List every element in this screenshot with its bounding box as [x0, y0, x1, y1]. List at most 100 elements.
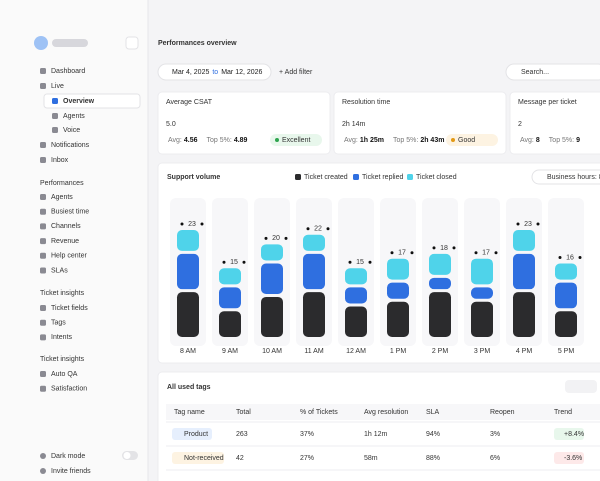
legend-swatch: [353, 174, 359, 180]
total-dot: [494, 251, 498, 255]
page-title: Performances overview: [158, 40, 237, 47]
collapse-button[interactable]: [125, 36, 139, 50]
bar-segment: [387, 301, 409, 337]
nav-item[interactable]: Satisfaction: [51, 386, 87, 393]
total-dot: [284, 236, 288, 240]
metric-value: 2: [518, 121, 522, 128]
tag-name: Product: [184, 431, 208, 438]
legend-swatch: [295, 174, 301, 180]
bar-segment: [219, 268, 241, 285]
metric-value: 5.0: [166, 121, 176, 128]
business-hours-text: Business hours: 8: [547, 174, 600, 181]
nav-icon: [40, 319, 46, 326]
bar-segment: [219, 287, 241, 309]
total-dot: [474, 251, 478, 255]
total-label: 17: [398, 250, 406, 257]
total-dot: [180, 222, 184, 226]
bar-segment: [471, 301, 493, 337]
nav-item[interactable]: Auto QA: [51, 371, 78, 378]
nav-item[interactable]: Dashboard: [51, 68, 85, 75]
search-placeholder: Search...: [521, 69, 549, 76]
metric-compare-part: Avg:: [168, 137, 182, 144]
view-toggle[interactable]: [565, 380, 597, 393]
nav-item[interactable]: SLAs: [51, 267, 68, 274]
table-cell: 37%: [300, 431, 314, 438]
date-range: Mar 4, 2025 to Mar 12, 2026: [172, 69, 263, 76]
x-tick-label: 5 PM: [558, 348, 575, 355]
total-dot: [452, 246, 456, 250]
badge: [446, 134, 498, 146]
table-cell: 3%: [490, 431, 500, 438]
nav-icon: [40, 252, 46, 259]
bar-segment: [345, 306, 367, 337]
nav-item[interactable]: Ticket fields: [51, 305, 88, 312]
nav-icon: [40, 83, 46, 89]
bar-segment: [261, 263, 283, 294]
metric-compare-part: Top 5%:: [207, 137, 232, 144]
bar-segment: [429, 253, 451, 275]
total-dot: [432, 246, 436, 250]
toggle-knob: [123, 452, 131, 459]
bar-segment: [513, 230, 535, 251]
bar-segment: [387, 258, 409, 280]
total-label: 16: [566, 254, 574, 261]
bar-segment: [513, 292, 535, 337]
column-header: Tag name: [174, 409, 205, 416]
trend-value: -3.6%: [564, 455, 582, 462]
column-header: Trend: [554, 409, 572, 416]
nav-item[interactable]: Help center: [51, 253, 87, 260]
nav-item[interactable]: Channels: [51, 223, 81, 230]
nav-item[interactable]: Busiest time: [51, 209, 89, 216]
trend-value: +8.4%: [564, 431, 584, 438]
nav-item[interactable]: Revenue: [51, 238, 79, 245]
nav-icon: [40, 334, 46, 341]
nav-item[interactable]: Inbox: [51, 157, 69, 164]
total-label: 15: [356, 259, 364, 266]
nav-item[interactable]: Notifications: [51, 142, 90, 149]
nav-item[interactable]: Voice: [63, 127, 80, 134]
section-title: Ticket insights: [40, 356, 85, 363]
metric-compare: Avg: 4.56 Top 5%: 4.89: [168, 137, 248, 144]
add-filter[interactable]: + Add filter: [279, 69, 313, 76]
nav-item[interactable]: Agents: [63, 113, 85, 120]
chart-title: Support volume: [167, 174, 220, 181]
date-filter[interactable]: [157, 63, 272, 81]
column-header: Avg resolution: [364, 409, 408, 416]
total-dot: [390, 251, 394, 255]
nav-icon: [40, 142, 46, 148]
bar-segment: [555, 263, 577, 280]
total-label: 20: [272, 235, 280, 242]
bar-segment: [429, 277, 451, 290]
table-cell: 27%: [300, 455, 314, 462]
nav-item[interactable]: Agents: [51, 194, 73, 201]
metric-label: Message per ticket: [518, 99, 577, 106]
footer-item[interactable]: Dark mode: [51, 453, 85, 460]
nav-icon: [40, 208, 46, 215]
table-cell: 58m: [364, 455, 378, 462]
total-dot: [410, 251, 414, 255]
date-part: Mar 12, 2026: [221, 69, 262, 76]
total-label: 17: [482, 250, 490, 257]
table-cell: 1h 12m: [364, 431, 388, 438]
search-box[interactable]: [505, 63, 600, 81]
metric-card: [509, 91, 600, 155]
bar-segment: [555, 311, 577, 337]
bar-segment: [345, 287, 367, 304]
metric-compare-part: 8: [536, 137, 540, 144]
tag-name: Not-received: [184, 455, 224, 462]
nav-item[interactable]: Intents: [51, 334, 73, 341]
metric-label: Average CSAT: [166, 99, 213, 106]
bar-segment: [429, 292, 451, 337]
footer-item[interactable]: Invite friends: [51, 468, 91, 475]
business-hours[interactable]: [531, 169, 600, 185]
badge: [270, 134, 322, 146]
nav-item[interactable]: Tags: [51, 320, 66, 327]
nav-item[interactable]: Live: [51, 83, 64, 90]
nav-item[interactable]: Overview: [63, 98, 95, 105]
x-tick-label: 4 PM: [516, 348, 533, 355]
badge-text: Excellent: [282, 137, 310, 144]
table-card: [157, 371, 600, 481]
total-dot: [536, 222, 540, 226]
tag-pill: [172, 428, 212, 440]
bar-segment: [303, 234, 325, 251]
